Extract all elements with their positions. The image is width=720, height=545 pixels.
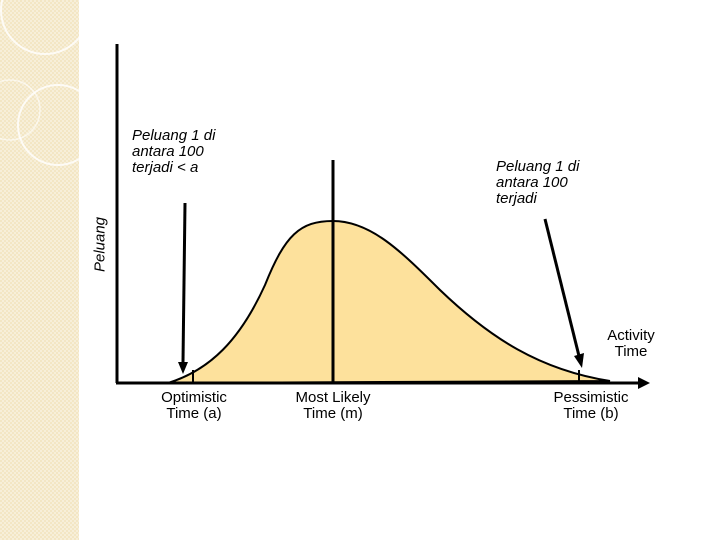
pessimistic-label-line-1: Pessimistic xyxy=(553,389,629,406)
x-axis-arrowhead xyxy=(638,377,650,389)
decorative-side-strip xyxy=(0,0,99,540)
left-callout-line-3: terjadi < a xyxy=(132,159,199,176)
x-axis-label: Activity Time xyxy=(596,328,666,360)
optimistic-label-line-2: Time (a) xyxy=(166,405,222,422)
most-likely-label-line-2: Time (m) xyxy=(303,405,363,422)
right-callout-arrowhead xyxy=(574,353,584,368)
left-callout-arrow xyxy=(181,202,187,363)
right-callout-line-3: terjadi xyxy=(496,190,537,207)
most-likely-label: Most Likely Time (m) xyxy=(278,390,388,422)
x-axis-label-line-1: Activity xyxy=(607,327,655,344)
right-callout-text: Peluang 1 di antara 100 terjadi xyxy=(496,159,579,207)
pessimistic-label: Pessimistic Time (b) xyxy=(536,390,646,422)
optimistic-label-line-1: Optimistic xyxy=(161,389,227,406)
distribution-curve xyxy=(167,219,611,384)
optimistic-label: Optimistic Time (a) xyxy=(144,390,244,422)
left-callout-arrowhead xyxy=(178,362,188,374)
right-callout-line-1: Peluang 1 di xyxy=(496,158,580,175)
most-likely-label-line-1: Most Likely xyxy=(295,389,371,406)
right-callout-line-2: antara 100 xyxy=(496,174,568,191)
left-callout-line-2: antara 100 xyxy=(132,143,204,160)
left-callout-text: Peluang 1 di antara 100 terjadi < a xyxy=(132,128,215,176)
left-callout-line-1: Peluang 1 di xyxy=(132,127,216,144)
x-axis-label-line-2: Time xyxy=(614,343,648,360)
pessimistic-label-line-2: Time (b) xyxy=(563,405,619,422)
right-callout-arrow xyxy=(543,218,581,357)
y-axis-label: Peluang xyxy=(91,216,109,273)
